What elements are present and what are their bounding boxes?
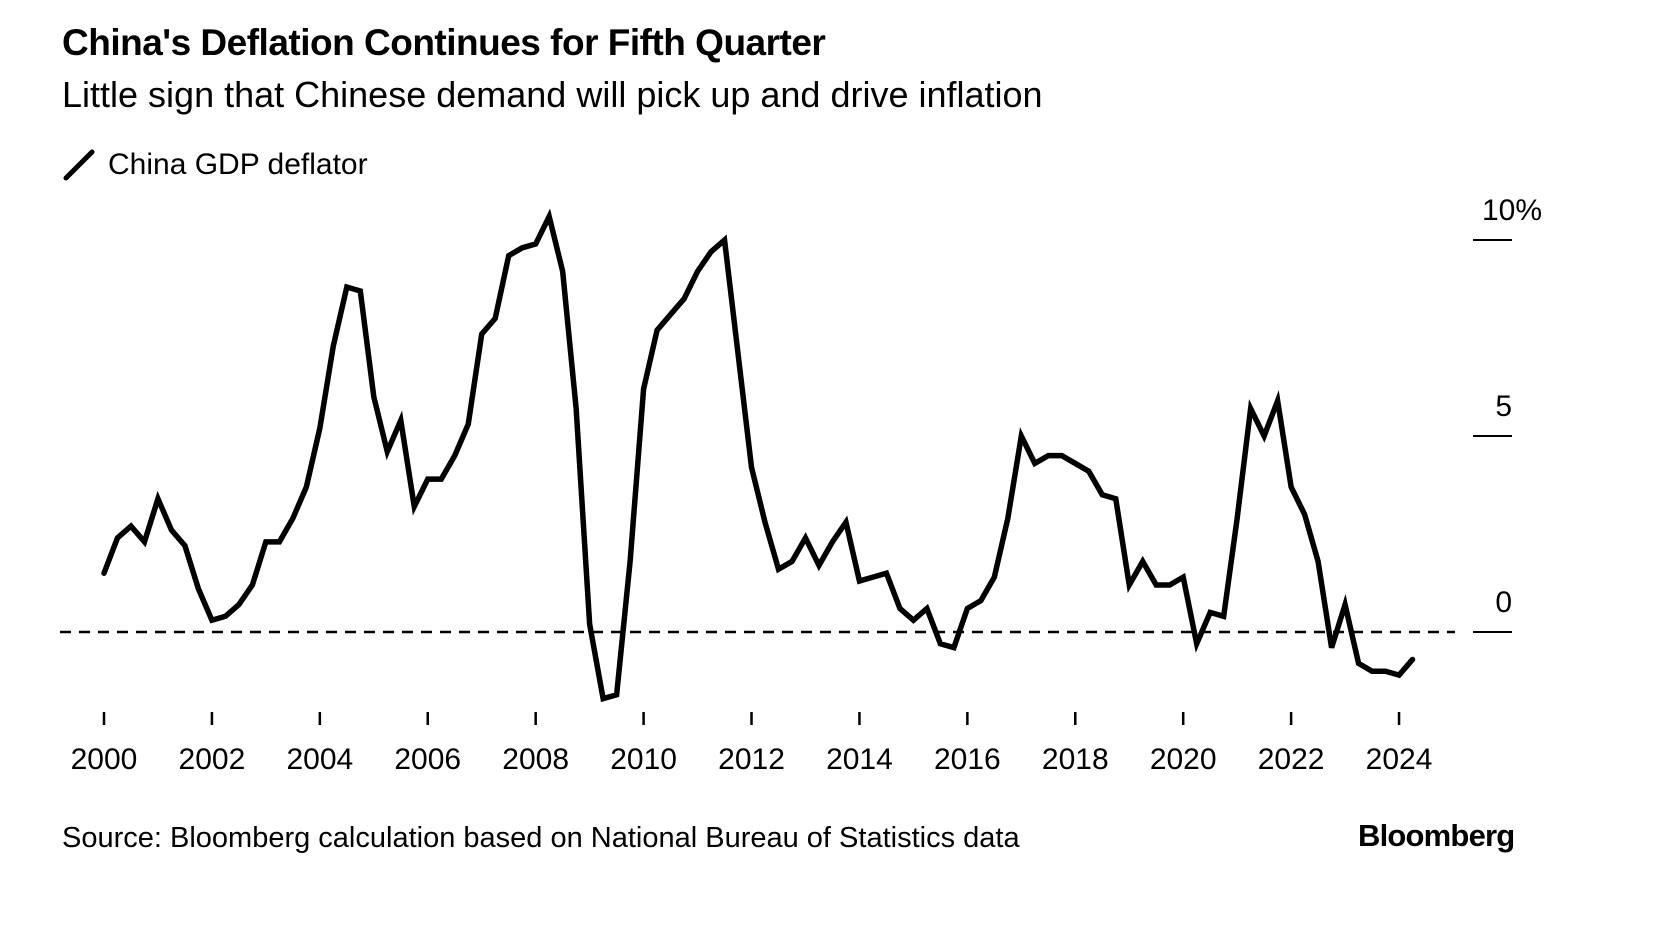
series-points — [104, 216, 1413, 698]
x-tick-label: 2014 — [826, 743, 893, 776]
chart-subtitle: Little sign that Chinese demand will pic… — [62, 74, 1043, 115]
x-tick-label: 2018 — [1042, 743, 1109, 776]
source-note: Source: Bloomberg calculation based on N… — [62, 822, 1020, 854]
y-tick-label: 10% — [1482, 194, 1542, 227]
x-tick-label: 2024 — [1366, 743, 1433, 776]
legend-line-icon — [63, 149, 95, 181]
x-tick-label: 2022 — [1258, 743, 1325, 776]
chart-title: China's Deflation Continues for Fifth Qu… — [62, 22, 826, 63]
legend-label: China GDP deflator — [108, 148, 368, 181]
bloomberg-logo: Bloomberg — [1358, 818, 1515, 853]
y-tick-label: 5 — [1495, 390, 1512, 423]
x-tick-label: 2006 — [394, 743, 461, 776]
x-tick-label: 2008 — [502, 743, 569, 776]
x-tick-label: 2004 — [286, 743, 353, 776]
x-tick-label: 2012 — [718, 743, 785, 776]
x-tick-label: 2000 — [71, 743, 138, 776]
y-tick-label: 0 — [1495, 586, 1512, 619]
y-axis: 10% 5 0 — [1473, 194, 1542, 633]
x-axis: 2000 2002 2004 2006 2008 2010 2012 2014 2016 2018… — [71, 712, 1433, 776]
legend: China GDP deflator — [62, 148, 368, 182]
x-tick-label: 2020 — [1150, 743, 1217, 776]
x-tick-label: 2016 — [934, 743, 1001, 776]
x-tick-label: 2010 — [610, 743, 677, 776]
x-tick-label: 2002 — [179, 743, 246, 776]
series-line-china-gdp-deflator — [101, 208, 1416, 703]
